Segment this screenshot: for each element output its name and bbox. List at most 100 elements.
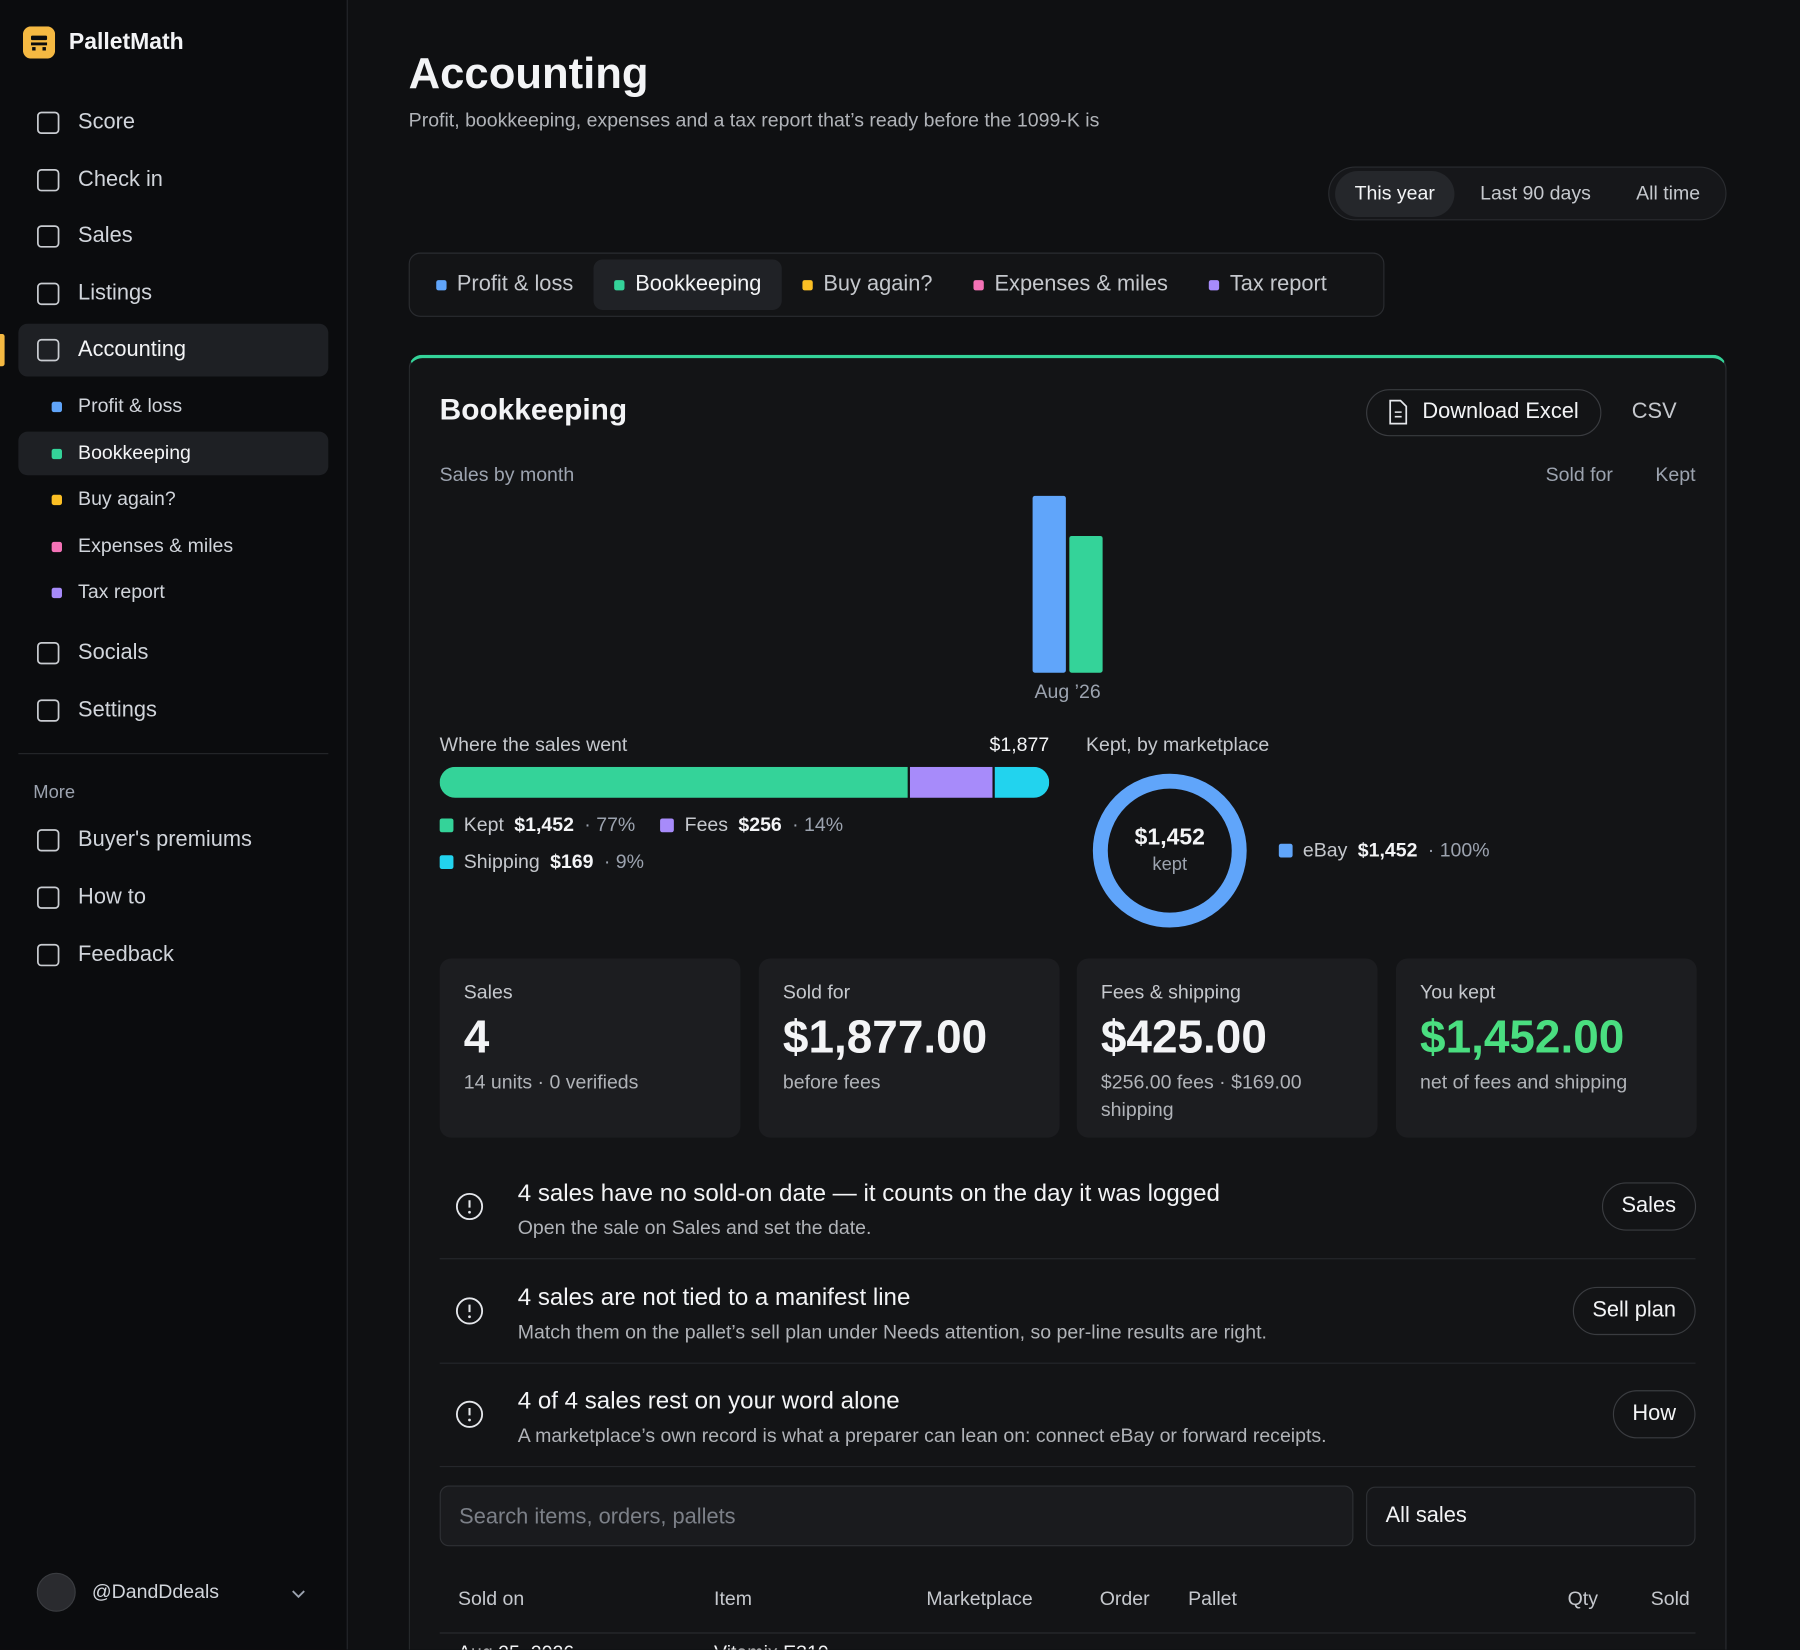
- legend-swatch: [1278, 843, 1293, 858]
- chart-title: Sales by month: [439, 463, 575, 486]
- column-header[interactable]: Order: [1099, 1587, 1150, 1610]
- stat-value: 4: [463, 1012, 490, 1064]
- subnav-dot: [51, 448, 62, 459]
- range-option[interactable]: This year: [1335, 170, 1455, 217]
- legend-item: Shipping $169 · 9%: [439, 849, 644, 874]
- stat-note: 14 units · 0 verifieds: [463, 1071, 639, 1093]
- nav-item[interactable]: Feedback: [78, 942, 174, 967]
- nav-item[interactable]: How to: [78, 885, 146, 910]
- nav-icon: [37, 886, 60, 909]
- stat-label: Fees & shipping: [1100, 981, 1241, 1004]
- column-header[interactable]: Sold: [1650, 1587, 1690, 1610]
- bar-chart: [1032, 495, 1103, 673]
- page-title: Accounting: [408, 49, 649, 99]
- tab-label: Tax report: [1229, 272, 1327, 297]
- nav-item[interactable]: Buyer's premiums: [78, 827, 252, 852]
- stat-card: You kept $1,452.00 net of fees and shippin…: [1395, 958, 1697, 1138]
- section-tab[interactable]: Tax report: [1189, 259, 1348, 310]
- range-option[interactable]: Last 90 days: [1480, 181, 1591, 204]
- subnav-item[interactable]: Buy again?: [78, 487, 176, 510]
- nav-indicator: [0, 334, 5, 367]
- section-tab[interactable]: Profit & loss: [416, 259, 594, 310]
- share-segment: [909, 766, 993, 798]
- nav-item[interactable]: Listings: [78, 281, 153, 306]
- legend-item[interactable]: Kept: [1655, 463, 1696, 486]
- column-header[interactable]: Qty: [1567, 1587, 1598, 1610]
- nav-item[interactable]: Settings: [78, 697, 157, 723]
- subnav-item[interactable]: Bookkeeping: [78, 441, 191, 464]
- user-chevron[interactable]: [289, 1584, 307, 1602]
- icon-shape: [37, 169, 60, 192]
- nav-item[interactable]: Socials: [78, 640, 149, 665]
- download-label[interactable]: Download Excel: [1422, 399, 1579, 424]
- alert-separator: [439, 1362, 1696, 1364]
- csv-button[interactable]: CSV: [1631, 399, 1677, 424]
- tab-dot: [973, 279, 985, 290]
- icon-dot: [468, 1315, 471, 1319]
- column-header[interactable]: Sold on: [458, 1587, 525, 1610]
- search-input[interactable]: [439, 1485, 1354, 1547]
- icon-shape: [37, 338, 60, 362]
- nav-icon: [37, 225, 60, 248]
- tab-dot: [614, 279, 625, 290]
- sidebar: [0, 0, 348, 1650]
- share-segments: [439, 766, 1050, 798]
- alert-text: A marketplace’s own record is what a pre…: [517, 1424, 1327, 1447]
- donut-legend: eBay $1,452 · 100%: [1278, 838, 1623, 863]
- subnav-item[interactable]: Expenses & miles: [78, 534, 234, 557]
- icon-shape: [37, 886, 60, 909]
- tab-dot: [1209, 279, 1220, 290]
- section-tab[interactable]: Bookkeeping: [593, 259, 783, 310]
- user-name[interactable]: @DandDdeals: [91, 1580, 220, 1603]
- brand-logo: [22, 26, 56, 59]
- subnav-item[interactable]: Tax report: [78, 580, 165, 603]
- section-tab[interactable]: Buy again?: [782, 259, 953, 310]
- alert-action[interactable]: Sell plan: [1572, 1286, 1696, 1336]
- nav-icon: [37, 943, 60, 967]
- icon-circle: [455, 1192, 484, 1221]
- filter-value[interactable]: All sales: [1385, 1503, 1467, 1528]
- tab-label: Expenses & miles: [994, 272, 1168, 297]
- legend-name: Fees: [684, 813, 729, 836]
- alert-action[interactable]: How: [1612, 1390, 1696, 1439]
- bar: [1069, 535, 1103, 673]
- stat-label: Sold for: [782, 981, 851, 1004]
- column-header[interactable]: Marketplace: [926, 1587, 1033, 1610]
- chart-legend: Sold for Kept: [1263, 461, 1696, 489]
- column-header[interactable]: Item: [714, 1587, 752, 1610]
- column-header[interactable]: Pallet: [1188, 1587, 1237, 1610]
- icon-shape: [37, 699, 60, 722]
- donut-center-caption: kept: [1152, 855, 1188, 875]
- nav-item[interactable]: Sales: [78, 223, 133, 248]
- subnav-dot: [51, 587, 62, 598]
- nav-item[interactable]: Accounting: [78, 337, 186, 362]
- nav-item[interactable]: Score: [78, 110, 136, 135]
- section-tab[interactable]: Expenses & miles: [953, 259, 1188, 310]
- nav-icon: [37, 338, 60, 362]
- stat-value: $1,452.00: [1420, 1012, 1625, 1064]
- subnav-dot: [51, 494, 62, 505]
- nav-icon: [37, 111, 60, 135]
- share-bar: [439, 766, 1050, 798]
- section-title: Kept, by marketplace: [1085, 733, 1270, 756]
- legend-value: $256: [738, 813, 782, 836]
- legend-item: eBay $1,452 · 100%: [1278, 838, 1623, 863]
- filter-select[interactable]: [1366, 1486, 1696, 1547]
- legend-value: $1,452: [1357, 839, 1418, 861]
- range-option[interactable]: All time: [1636, 181, 1701, 204]
- alert-action[interactable]: Sales: [1601, 1182, 1696, 1231]
- nav-item[interactable]: Check in: [78, 167, 163, 192]
- alert-title: 4 sales are not tied to a manifest line: [517, 1284, 911, 1311]
- nav-icon: [37, 282, 60, 306]
- stat-label: You kept: [1420, 981, 1496, 1004]
- legend-item[interactable]: Sold for: [1545, 463, 1613, 486]
- subnav-dot: [51, 401, 62, 412]
- alert-separator: [439, 1258, 1696, 1260]
- legend-value: $1,452: [514, 813, 574, 836]
- icon-dot: [468, 1418, 471, 1422]
- avatar[interactable]: [36, 1572, 76, 1612]
- download-button[interactable]: [1366, 389, 1602, 437]
- subnav-item[interactable]: Profit & loss: [78, 394, 183, 417]
